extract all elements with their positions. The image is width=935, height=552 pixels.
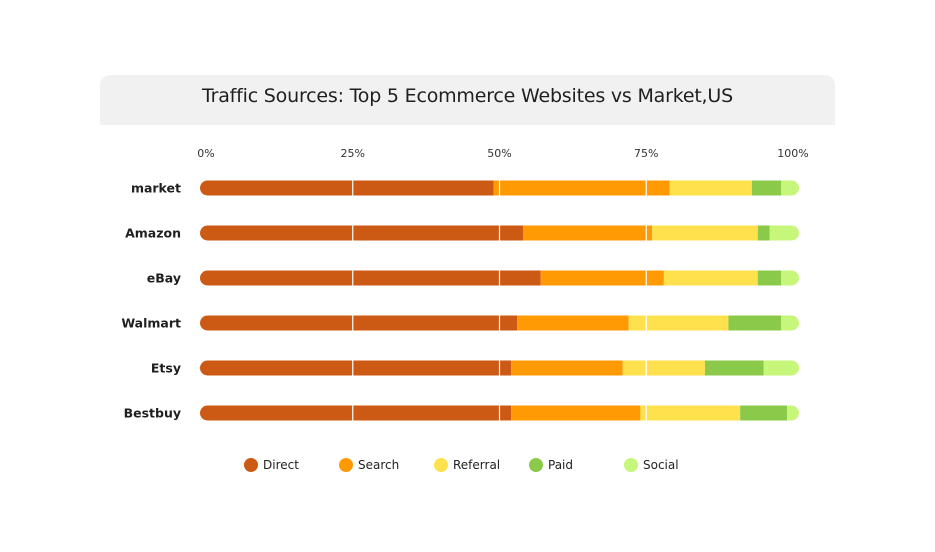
legend-swatch: [624, 458, 638, 472]
bar-segment-referral: [663, 270, 758, 286]
bar-segment-paid: [751, 180, 782, 196]
category-label: Walmart: [121, 316, 181, 331]
bar-segment-paid: [757, 270, 782, 286]
bar-row: [200, 405, 799, 421]
bar-row: [200, 360, 799, 376]
bar-segment-paid: [740, 405, 788, 421]
bar-segment-paid: [757, 225, 770, 241]
x-tick-label: 100%: [777, 147, 808, 160]
legend-swatch: [434, 458, 448, 472]
bar-segment-referral: [640, 405, 741, 421]
legend-label: Social: [643, 458, 679, 472]
bar-segment-social: [781, 180, 799, 196]
bar-segment-search: [493, 180, 670, 196]
bar-segment-referral: [652, 225, 758, 241]
bar-segment-referral: [669, 180, 752, 196]
bar-segment-search: [522, 225, 653, 241]
bar-segment-direct: [200, 225, 523, 241]
legend-label: Search: [358, 458, 400, 472]
legend-label: Direct: [263, 458, 299, 472]
legend-item-social: Social: [624, 456, 679, 474]
x-tick-label: 50%: [487, 147, 511, 160]
bar-segment-social: [781, 315, 799, 331]
bar-row: [200, 225, 799, 241]
legend-label: Paid: [548, 458, 574, 472]
x-tick-label: 0%: [197, 147, 214, 160]
bar-segment-paid: [704, 360, 764, 376]
bar-segment-paid: [728, 315, 782, 331]
x-tick-label: 25%: [341, 147, 365, 160]
legend-item-search: Search: [339, 456, 399, 474]
legend-swatch: [339, 458, 353, 472]
bar-segment-search: [511, 360, 623, 376]
bar-segment-direct: [200, 360, 512, 376]
x-tick-label: 75%: [634, 147, 658, 160]
bar-segment-direct: [200, 180, 494, 196]
legend-label: Referral: [453, 458, 501, 472]
bar-segment-referral: [628, 315, 729, 331]
bar-segment-search: [511, 405, 641, 421]
bar-segment-search: [517, 315, 629, 331]
legend-item-direct: Direct: [244, 456, 299, 474]
chart-title: Traffic Sources: Top 5 Ecommerce Website…: [202, 85, 733, 107]
bar-segment-search: [540, 270, 664, 286]
bar-segment-referral: [622, 360, 705, 376]
bar-segment-social: [787, 405, 799, 421]
legend-item-referral: Referral: [434, 456, 500, 474]
category-label: Bestbuy: [124, 406, 181, 421]
category-label: Etsy: [151, 361, 181, 376]
bar-row: [200, 180, 799, 196]
bar-row: [200, 315, 799, 331]
bar-segment-social: [781, 270, 799, 286]
bar-segment-direct: [200, 405, 512, 421]
bar-segment-direct: [200, 270, 541, 286]
legend-item-paid: Paid: [529, 456, 573, 474]
chart-header: Traffic Sources: Top 5 Ecommerce Website…: [100, 75, 835, 125]
legend-swatch: [529, 458, 543, 472]
category-label: Amazon: [125, 226, 181, 241]
legend-swatch: [244, 458, 258, 472]
category-label: eBay: [147, 271, 181, 286]
category-label: market: [131, 181, 181, 196]
bar-segment-direct: [200, 315, 518, 331]
bar-row: [200, 270, 799, 286]
bar-segment-social: [769, 225, 799, 241]
bar-segment-social: [763, 360, 799, 376]
